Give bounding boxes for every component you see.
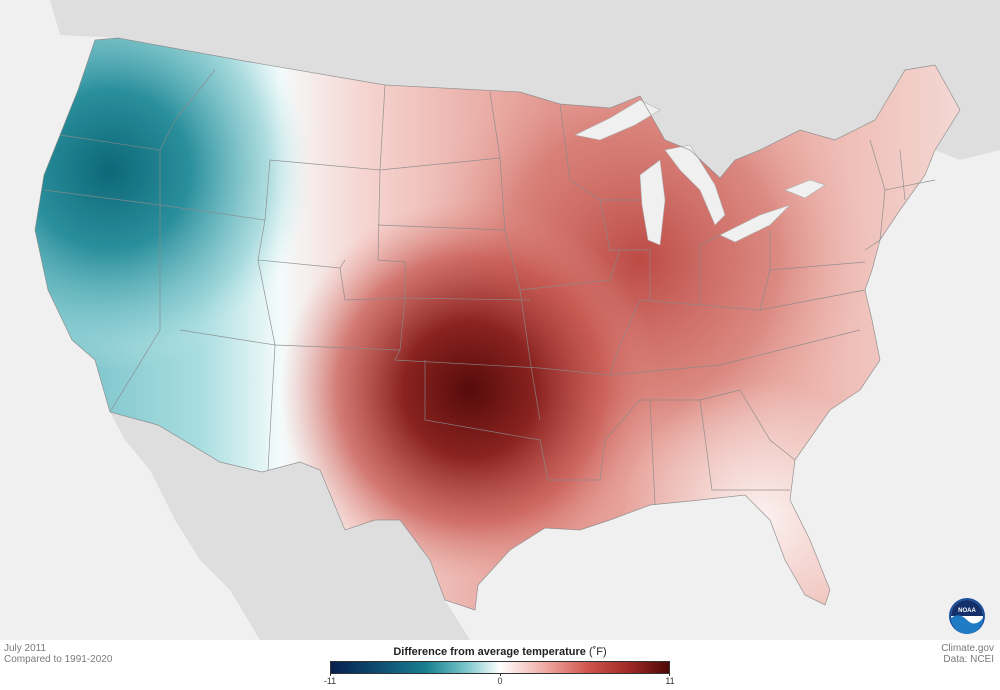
state-borders — [34, 37, 961, 611]
noaa-logo-icon: NOAA — [949, 598, 985, 634]
legend-mid-label: 0 — [497, 676, 503, 686]
map-svg: NOAA — [0, 0, 1000, 640]
legend-unit: (˚F) — [588, 646, 607, 658]
legend-title-text: Difference from average temperature — [393, 646, 586, 658]
legend-title: Difference from average temperature (˚F) — [330, 646, 670, 658]
date-label: July 2011 — [4, 643, 47, 654]
baseline-label: Compared to 1991-2020 — [4, 654, 113, 665]
canada-land — [0, 0, 1000, 178]
data-source-label: Data: NCEI — [943, 654, 994, 665]
credit-label: Climate.gov — [941, 643, 994, 654]
legend-max-label: 11 — [665, 676, 675, 686]
legend-tick-max — [669, 673, 670, 676]
noaa-logo-text: NOAA — [958, 608, 976, 614]
map-footer: July 2011 Compared to 1991-2020 Climate.… — [0, 640, 1000, 690]
legend-tick-min — [330, 673, 331, 676]
legend-tick-mid — [500, 673, 501, 676]
great-lakes — [574, 99, 826, 246]
mexico-land — [110, 412, 470, 640]
legend-min-label: -11 — [323, 676, 337, 686]
temperature-anomaly-map: NOAA — [0, 0, 1000, 640]
